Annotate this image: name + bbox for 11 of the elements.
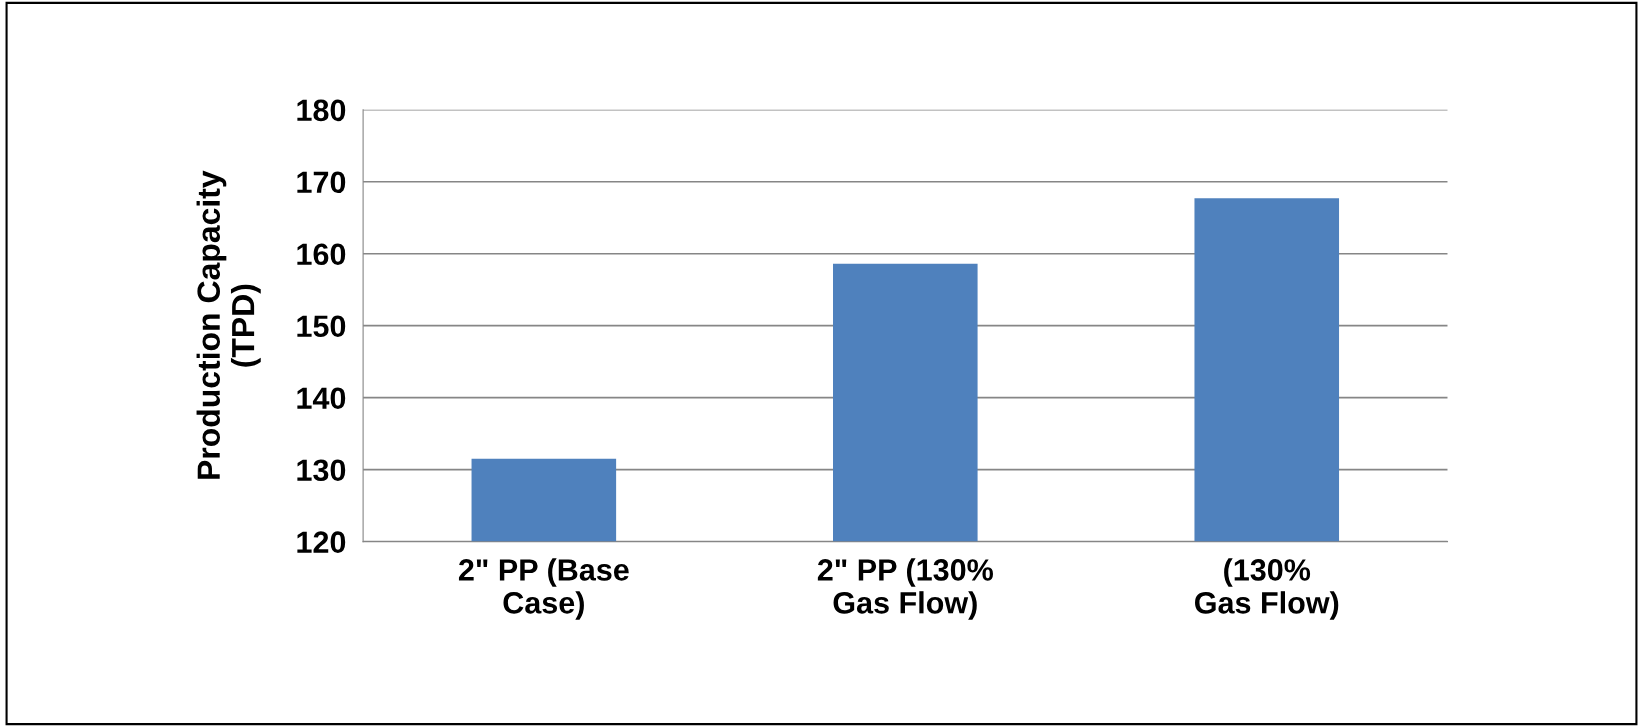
- y-tick-label: 160: [297, 243, 346, 266]
- x-tick-label: (130% Gas Flow): [1195, 558, 1339, 620]
- y-axis-title: Production Capacity (TPD): [196, 170, 261, 479]
- y-tick-label: 180: [297, 99, 346, 122]
- y-tick-label: 150: [297, 315, 346, 338]
- x-tick-label: 2" PP (130% Gas Flow): [817, 558, 993, 620]
- y-tick-label: 170: [297, 171, 346, 194]
- x-tick-label: 2" PP (Base Case): [458, 558, 629, 620]
- y-tick-label: 130: [297, 459, 346, 482]
- y-tick-label: 140: [297, 387, 346, 410]
- y-tick-label: 120: [297, 531, 346, 553]
